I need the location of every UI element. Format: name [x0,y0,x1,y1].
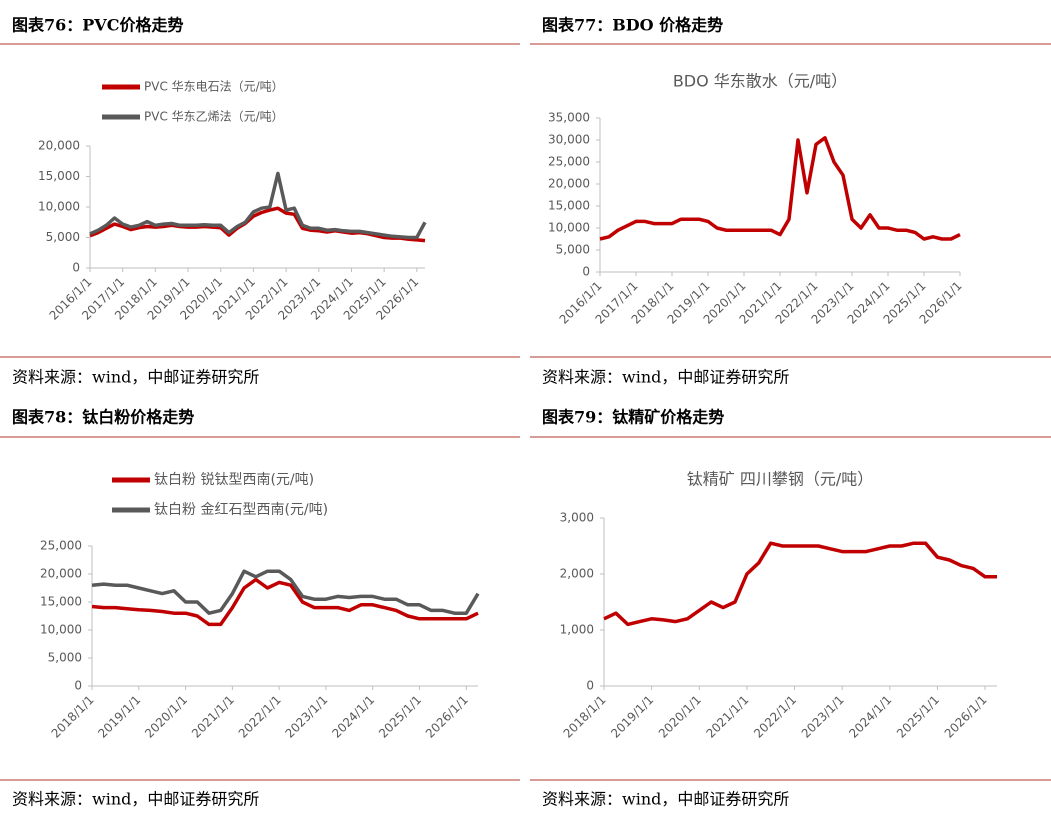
y-tick-label: 20,000 [548,177,590,191]
y-tick-label: 0 [72,261,80,275]
panel-header: 图表77：BDO 价格走势 [542,16,723,35]
series-line [603,541,997,627]
panel-header: 图表78：钛白粉价格走势 [12,408,194,427]
y-tick-label: 0 [582,265,590,279]
chart-title: 钛精矿 四川攀钢（元/吨） [687,470,873,489]
x-tick-label: 2023/1/1 [283,693,331,741]
y-tick-label: 10,000 [38,200,80,214]
x-tick-label: 2020/1/1 [656,693,704,741]
legend-label: 钛白粉 金红石型西南(元/吨) [154,502,328,518]
chart-title: BDO 华东散水（元/吨） [673,72,847,91]
x-tick-label: 2024/1/1 [846,693,894,741]
x-tick-label: 2025/1/1 [376,693,424,741]
y-tick-label: 25,000 [40,539,82,553]
series-line [91,577,479,627]
y-tick-label: 0 [586,679,594,693]
panel-header: 图表79：钛精矿价格走势 [542,408,724,427]
series-line [89,171,427,240]
x-tick-label: 2019/1/1 [95,693,143,741]
y-tick-label: 25,000 [548,155,590,169]
legend-label: 钛白粉 锐钛型西南(元/吨) [154,472,314,488]
x-tick-label: 2022/1/1 [751,693,799,741]
source: 资料来源：wind，中邮证券研究所 [12,368,259,387]
y-tick-label: 10,000 [548,221,590,235]
source: 资料来源：wind，中邮证券研究所 [542,368,789,387]
y-tick-label: 5,000 [48,651,82,665]
x-tick-label: 2025/1/1 [894,693,942,741]
x-tick-label: 2019/1/1 [608,693,656,741]
x-tick-label: 2026/1/1 [942,693,990,741]
x-tick-label: 2026/1/1 [423,693,471,741]
y-tick-label: 15,000 [40,595,82,609]
y-tick-label: 15,000 [38,169,80,183]
y-tick-label: 2,000 [560,567,594,581]
source: 资料来源：wind，中邮证券研究所 [542,790,789,809]
y-tick-label: 3,000 [560,511,594,525]
x-tick-label: 2018/1/1 [49,693,97,741]
y-tick-label: 5,000 [556,243,590,257]
legend-label: PVC 华东乙烯法（元/吨） [144,110,284,124]
y-tick-label: 30,000 [548,133,590,147]
y-tick-label: 10,000 [40,623,82,637]
series-line [599,136,961,241]
x-tick-label: 2024/1/1 [329,693,377,741]
x-tick-label: 2021/1/1 [703,693,751,741]
y-tick-label: 0 [74,679,82,693]
x-tick-label: 2023/1/1 [799,693,847,741]
x-tick-label: 2022/1/1 [236,693,284,741]
x-tick-label: 2021/1/1 [189,693,237,741]
y-tick-label: 1,000 [560,623,594,637]
y-tick-label: 5,000 [46,230,80,244]
legend-label: PVC 华东电石法（元/吨） [144,80,284,94]
series-line [91,569,480,615]
y-tick-label: 20,000 [38,139,80,153]
y-tick-label: 20,000 [40,567,82,581]
source: 资料来源：wind，中邮证券研究所 [12,790,259,809]
y-tick-label: 15,000 [548,199,590,213]
x-tick-label: 2018/1/1 [561,693,609,741]
panel-header: 图表76：PVC价格走势 [12,16,183,35]
x-tick-label: 2020/1/1 [142,693,190,741]
y-tick-label: 35,000 [548,111,590,125]
